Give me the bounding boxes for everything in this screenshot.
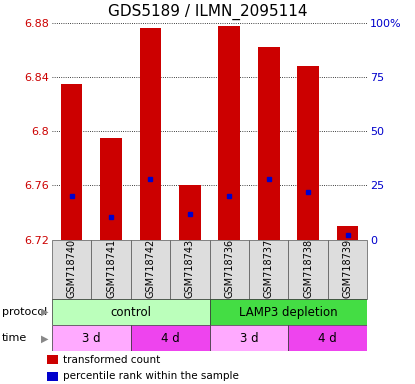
Text: percentile rank within the sample: percentile rank within the sample: [63, 371, 239, 381]
Bar: [218, 26, 240, 240]
Bar: [210, 240, 249, 299]
Bar: [288, 325, 367, 351]
Bar: [170, 240, 210, 299]
Text: ▶: ▶: [41, 333, 48, 343]
Bar: [47, 372, 58, 381]
Bar: [179, 185, 201, 240]
Text: GSM718743: GSM718743: [185, 238, 195, 298]
Bar: [249, 240, 288, 299]
Bar: [131, 240, 170, 299]
Text: 4 d: 4 d: [318, 332, 337, 345]
Text: 3 d: 3 d: [82, 332, 100, 345]
Text: GSM718739: GSM718739: [342, 238, 353, 298]
Text: GSM718736: GSM718736: [224, 238, 234, 298]
Text: 3 d: 3 d: [240, 332, 258, 345]
Text: 4 d: 4 d: [161, 332, 180, 345]
Bar: [100, 138, 122, 240]
Bar: [131, 325, 210, 351]
Text: transformed count: transformed count: [63, 355, 160, 365]
Bar: [337, 226, 359, 240]
Bar: [61, 84, 83, 240]
Bar: [52, 240, 91, 299]
Text: ▶: ▶: [41, 307, 48, 317]
Text: GSM718738: GSM718738: [303, 238, 313, 298]
Bar: [210, 299, 367, 325]
Bar: [91, 240, 131, 299]
Bar: [210, 325, 288, 351]
Bar: [288, 240, 328, 299]
Text: control: control: [110, 306, 151, 319]
Bar: [52, 325, 131, 351]
Bar: [47, 355, 58, 364]
Bar: [52, 299, 210, 325]
Bar: [139, 28, 161, 240]
Bar: [297, 66, 319, 240]
Bar: [258, 47, 280, 240]
Text: GSM718742: GSM718742: [145, 238, 156, 298]
Text: time: time: [2, 333, 27, 343]
Text: protocol: protocol: [2, 307, 47, 317]
Bar: [328, 240, 367, 299]
Text: LAMP3 depletion: LAMP3 depletion: [239, 306, 338, 319]
Text: GSM718740: GSM718740: [66, 238, 77, 298]
Text: GSM718741: GSM718741: [106, 238, 116, 298]
Text: GDS5189 / ILMN_2095114: GDS5189 / ILMN_2095114: [108, 3, 307, 20]
Text: GSM718737: GSM718737: [264, 238, 274, 298]
